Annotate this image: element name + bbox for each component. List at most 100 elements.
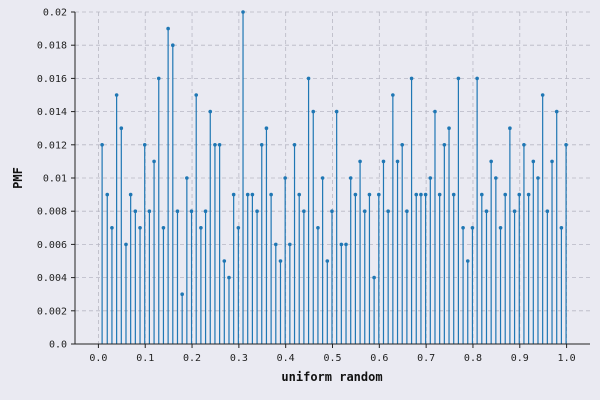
- stem-marker: [297, 192, 302, 197]
- stem-marker: [517, 192, 522, 197]
- x-tick-label: 0.3: [230, 353, 248, 364]
- x-tick-label: 0.5: [323, 353, 341, 364]
- x-tick-label: 0.8: [464, 353, 482, 364]
- stem-marker: [105, 192, 110, 197]
- stem-marker: [564, 143, 568, 147]
- stem-marker: [330, 209, 334, 213]
- x-tick-label: 0.4: [277, 353, 295, 364]
- stem-marker: [419, 192, 423, 197]
- stem-marker: [480, 192, 484, 197]
- stem-marker: [199, 226, 203, 230]
- stem-marker: [227, 275, 231, 280]
- stem-marker: [217, 143, 222, 147]
- x-tick-label: 0.9: [511, 353, 529, 364]
- stem-marker: [325, 259, 330, 263]
- stem-marker: [203, 209, 208, 213]
- stem-marker: [456, 76, 461, 81]
- stem-marker: [461, 226, 465, 230]
- stem-series: [101, 12, 567, 344]
- stem-marker: [245, 192, 250, 197]
- stem-marker: [508, 126, 512, 130]
- stem-marker: [475, 76, 479, 81]
- stem-marker: [222, 259, 227, 263]
- stem-marker: [302, 209, 306, 213]
- stem-marker: [278, 259, 283, 263]
- stem-marker: [236, 226, 241, 230]
- y-tick-label: 0.002: [37, 306, 67, 317]
- y-tick-label: 0.012: [37, 140, 67, 151]
- stem-markers: [100, 10, 568, 297]
- stem-marker: [147, 209, 152, 213]
- stem-marker: [171, 43, 175, 47]
- stem-marker: [409, 76, 414, 81]
- stem-marker: [161, 226, 166, 230]
- stem-marker: [133, 209, 138, 213]
- stem-marker: [405, 209, 409, 213]
- stem-marker: [208, 109, 213, 114]
- stem-marker: [185, 176, 189, 180]
- stem-marker: [451, 192, 456, 197]
- stem-marker: [316, 226, 320, 230]
- stem-marker: [512, 209, 517, 213]
- x-tick-label: 0.0: [89, 353, 107, 364]
- stem-marker: [189, 209, 194, 213]
- stem-marker: [414, 192, 419, 197]
- stem-marker: [367, 192, 372, 197]
- stem-marker: [311, 109, 316, 114]
- stem-marker: [283, 176, 287, 180]
- stem-marker: [362, 209, 367, 213]
- stem-marker: [119, 126, 124, 130]
- stem-marker: [250, 192, 255, 197]
- stem-marker: [377, 192, 381, 197]
- stem-marker: [526, 192, 531, 197]
- x-tick-labels: 0.0 0.1 0.2 0.3 0.4 0.5 0.6 0.7 0.8 0.9 1.0: [89, 344, 576, 364]
- stem-marker: [494, 176, 498, 180]
- stem-marker: [381, 159, 386, 164]
- stem-marker: [391, 93, 395, 97]
- stem-marker: [348, 176, 353, 180]
- stem-marker: [241, 10, 245, 14]
- stem-marker: [138, 226, 142, 230]
- y-tick-labels: 0.0 0.002 0.004 0.006 0.008 0.01 0.012 0.014 0.0…: [37, 8, 75, 351]
- stem-marker: [114, 93, 119, 97]
- y-tick-label: 0.018: [37, 41, 67, 52]
- stem-marker: [175, 209, 180, 213]
- stem-marker: [344, 242, 348, 247]
- stem-marker: [423, 192, 428, 197]
- stem-marker: [503, 192, 508, 197]
- stem-marker: [465, 259, 470, 263]
- x-tick-label: 1.0: [558, 353, 576, 364]
- stem-marker: [433, 109, 437, 114]
- y-tick-label: 0.016: [37, 74, 67, 85]
- stem-marker: [386, 209, 390, 213]
- stem-marker: [259, 143, 264, 147]
- stem-marker: [470, 226, 475, 230]
- stem-marker: [320, 176, 325, 180]
- y-tick-label: 0.0: [49, 340, 67, 351]
- stem-marker: [334, 109, 339, 114]
- y-tick-label: 0.014: [37, 107, 67, 118]
- stem-marker: [489, 159, 493, 164]
- stem-marker: [498, 226, 503, 230]
- stem-marker: [110, 226, 114, 230]
- stem-marker: [428, 176, 433, 180]
- stem-marker: [274, 242, 278, 247]
- stem-marker: [231, 192, 236, 197]
- y-tick-label: 0.006: [37, 240, 67, 251]
- stem-marker: [353, 192, 358, 197]
- stem-marker: [156, 76, 161, 81]
- stem-marker: [559, 226, 564, 230]
- stem-marker: [442, 143, 447, 147]
- stem-marker: [484, 209, 489, 213]
- stem-marker: [100, 143, 104, 147]
- stem-marker: [395, 159, 400, 164]
- stem-marker: [358, 159, 362, 164]
- stem-marker: [152, 159, 156, 164]
- stem-marker: [550, 159, 554, 164]
- stem-marker: [437, 192, 442, 197]
- y-tick-label: 0.008: [37, 207, 67, 218]
- stem-marker: [128, 192, 133, 197]
- stem-marker: [306, 76, 311, 81]
- stem-marker: [255, 209, 259, 213]
- stem-marker: [194, 93, 199, 97]
